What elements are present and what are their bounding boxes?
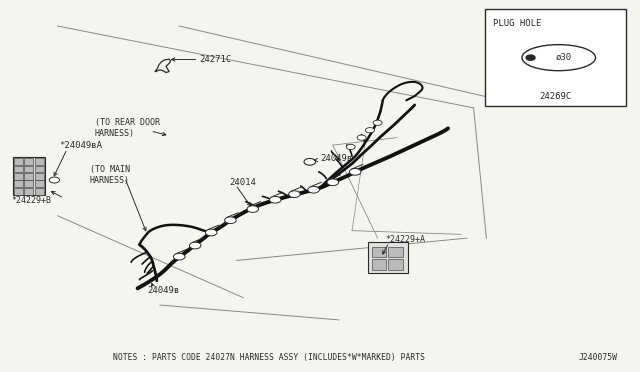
Circle shape <box>357 135 366 140</box>
Circle shape <box>373 120 382 125</box>
Bar <box>24 180 33 187</box>
Bar <box>14 188 23 195</box>
Circle shape <box>189 242 201 249</box>
Circle shape <box>173 253 185 260</box>
Bar <box>35 166 44 172</box>
Circle shape <box>269 196 281 203</box>
Bar <box>24 188 33 195</box>
Circle shape <box>225 217 236 224</box>
Circle shape <box>289 191 300 198</box>
Circle shape <box>49 177 60 183</box>
Bar <box>368 242 408 273</box>
Text: NOTES : PARTS CODE 24027N HARNESS ASSY (INCLUDES*W*MARKED) PARTS: NOTES : PARTS CODE 24027N HARNESS ASSY (… <box>113 353 425 362</box>
Bar <box>485 9 626 106</box>
Bar <box>24 166 33 172</box>
Text: (TO MAIN
HARNESS): (TO MAIN HARNESS) <box>90 165 130 185</box>
Circle shape <box>205 229 217 236</box>
Bar <box>14 158 23 165</box>
Circle shape <box>308 186 319 193</box>
Bar <box>35 180 44 187</box>
Bar <box>372 247 386 257</box>
Bar <box>14 173 23 180</box>
Ellipse shape <box>522 45 595 71</box>
Text: *24049ʙA: *24049ʙA <box>59 141 102 150</box>
Bar <box>35 158 44 165</box>
Circle shape <box>365 128 374 133</box>
Circle shape <box>247 206 259 212</box>
Bar <box>13 157 45 195</box>
Bar <box>372 259 386 270</box>
Bar <box>14 166 23 172</box>
Text: PLUG HOLE: PLUG HOLE <box>493 19 541 28</box>
Circle shape <box>346 144 355 150</box>
Text: (TO REAR DOOR
HARNESS): (TO REAR DOOR HARNESS) <box>95 118 160 138</box>
Bar <box>388 247 403 257</box>
Circle shape <box>327 179 339 186</box>
Bar <box>388 259 403 270</box>
Bar <box>24 158 33 165</box>
Bar <box>35 173 44 180</box>
Circle shape <box>526 55 535 60</box>
Bar <box>14 180 23 187</box>
Text: 24269C: 24269C <box>540 92 572 101</box>
Text: 24049ʙ: 24049ʙ <box>147 286 179 295</box>
Text: 24271C: 24271C <box>200 55 232 64</box>
Text: 24014: 24014 <box>229 178 256 187</box>
Text: *24229+B: *24229+B <box>12 196 51 205</box>
Circle shape <box>349 169 361 175</box>
Text: 24049ʙ: 24049ʙ <box>320 154 352 163</box>
Bar <box>24 173 33 180</box>
Circle shape <box>304 158 316 165</box>
Text: J240075W: J240075W <box>579 353 618 362</box>
Text: ø30: ø30 <box>556 52 572 61</box>
Bar <box>35 188 44 195</box>
Text: *24229+A: *24229+A <box>385 235 425 244</box>
